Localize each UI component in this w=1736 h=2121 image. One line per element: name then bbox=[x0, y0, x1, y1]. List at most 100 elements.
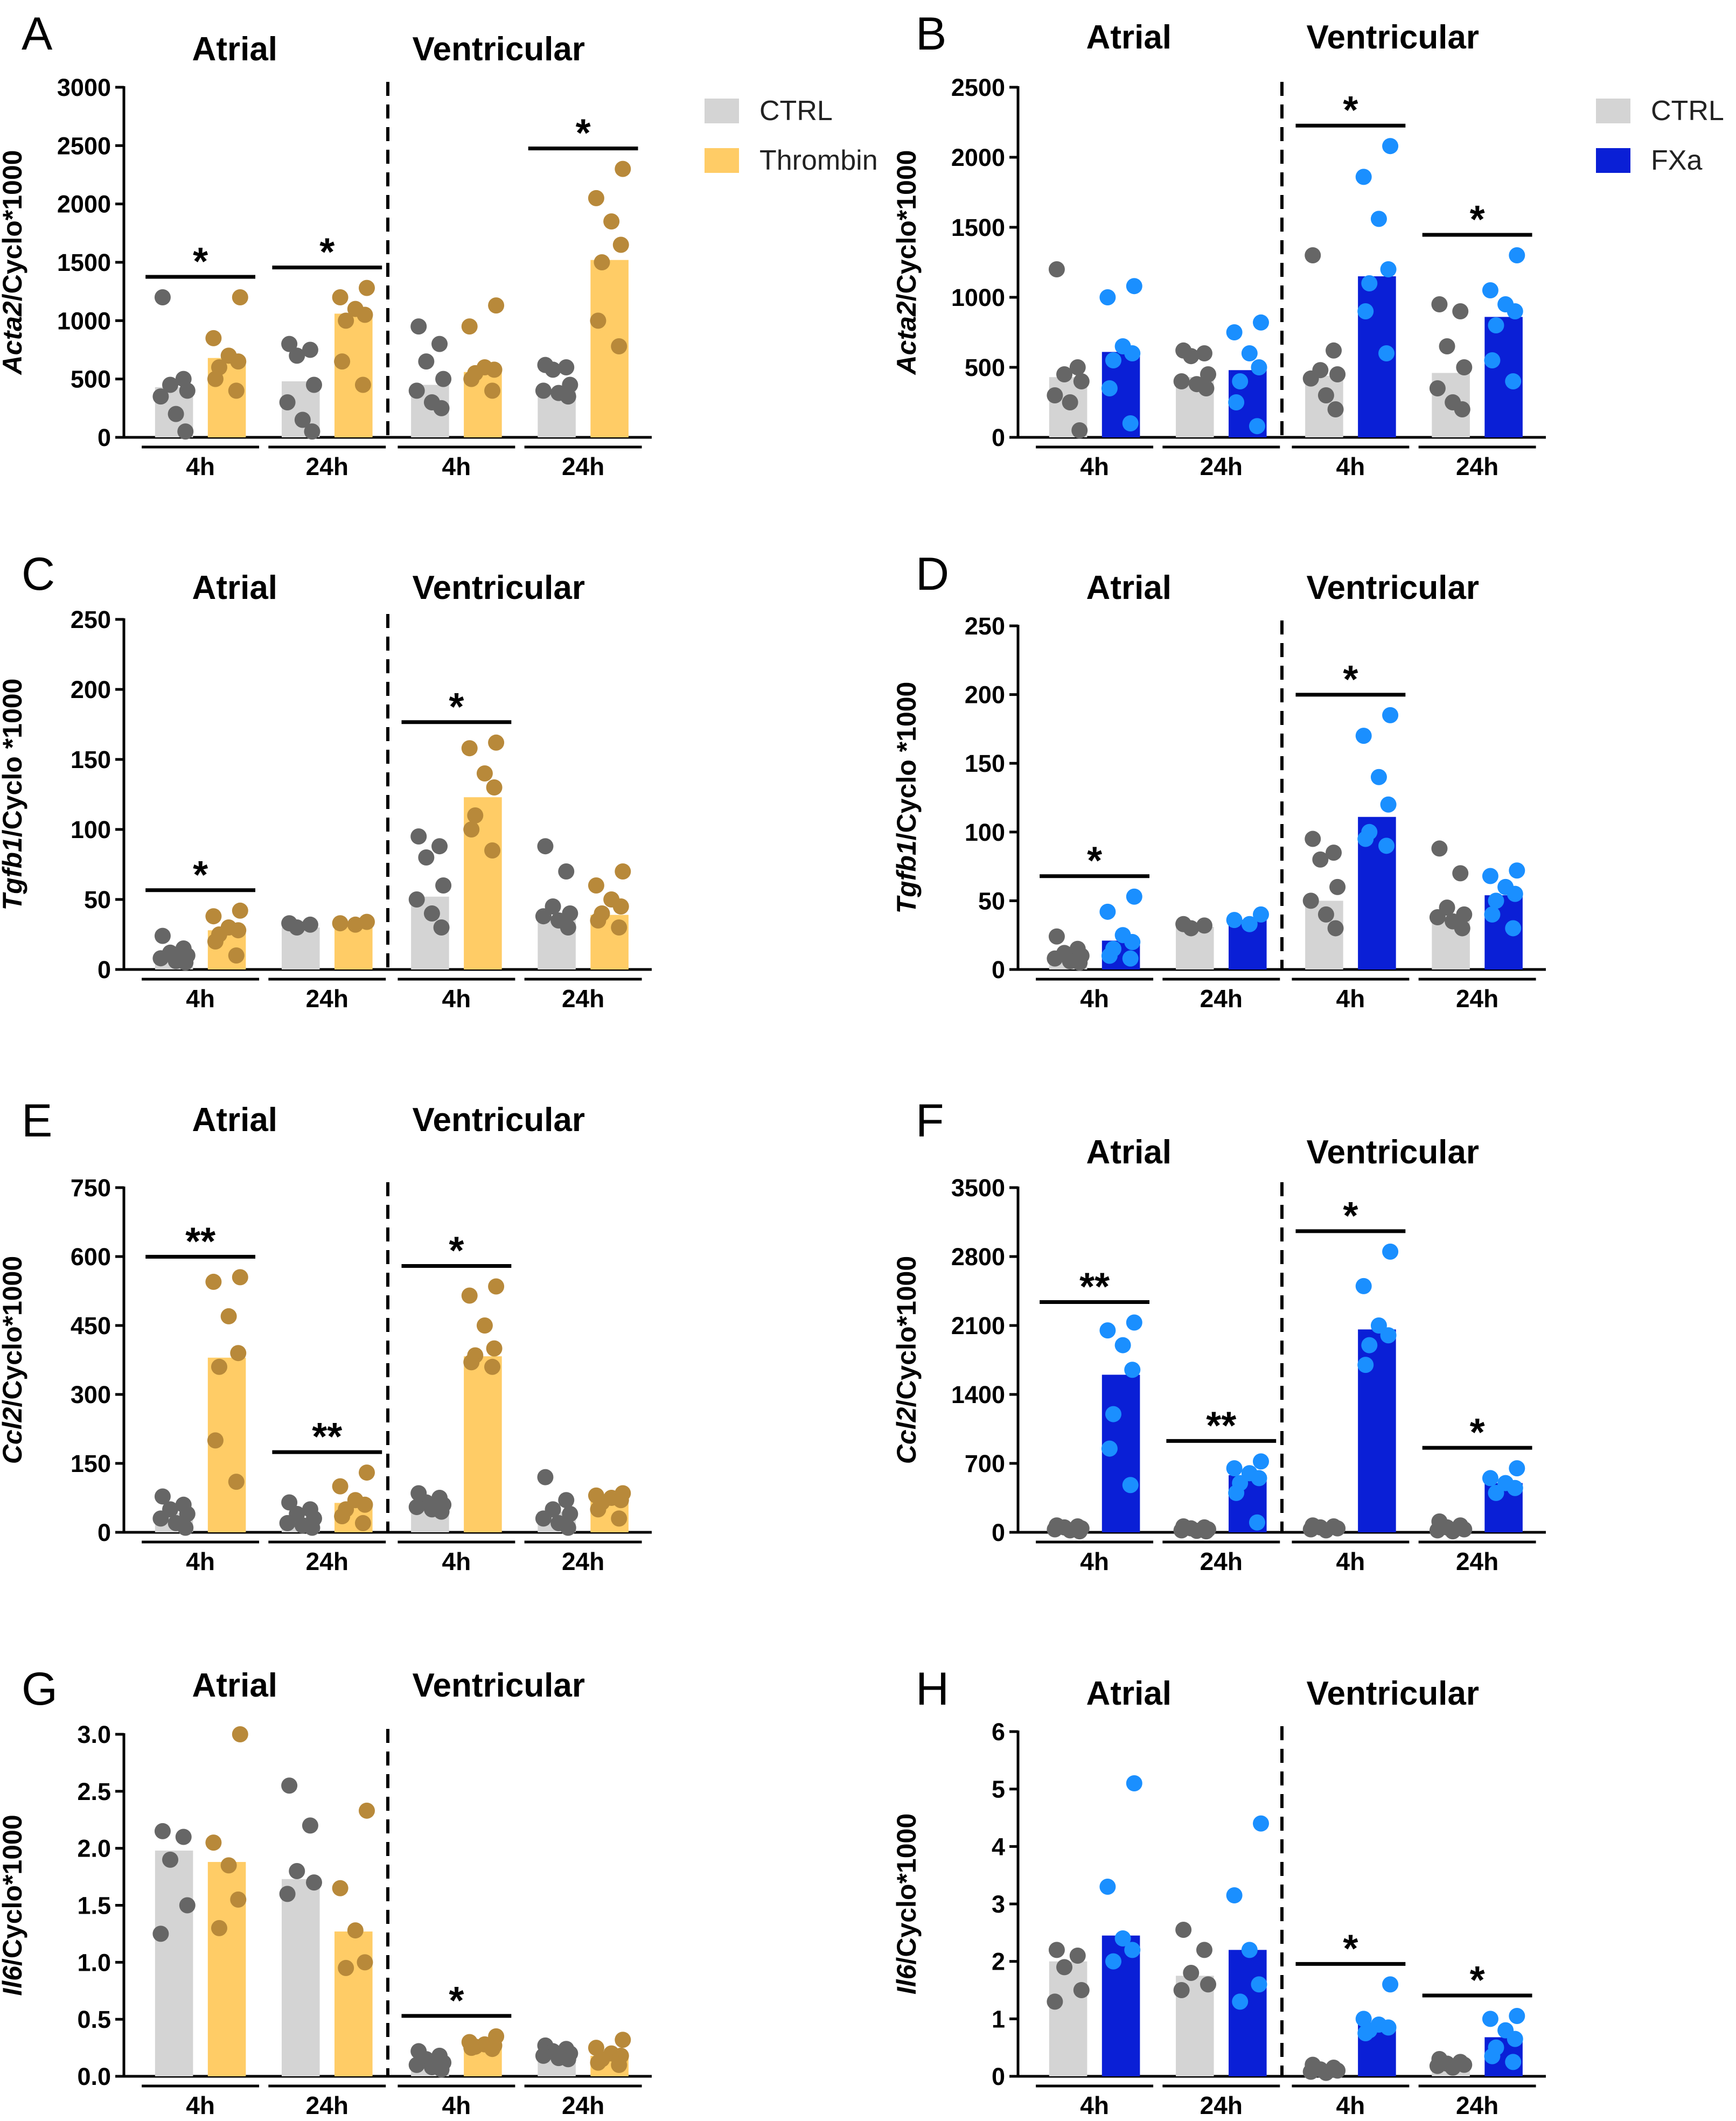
group-ventricular-4h: 4h * bbox=[398, 1979, 515, 2119]
point-thrombin bbox=[463, 821, 480, 838]
point-thrombin bbox=[211, 1358, 227, 1375]
point-fxa bbox=[1241, 916, 1258, 932]
point-ctrl bbox=[1431, 840, 1448, 857]
time-label: 4h bbox=[186, 2091, 215, 2119]
point-fxa bbox=[1355, 169, 1372, 185]
group-atrial-24h: 24h bbox=[268, 1777, 386, 2119]
point-ctrl bbox=[1196, 345, 1212, 361]
point-fxa bbox=[1226, 912, 1243, 929]
group-atrial-4h: 4h * bbox=[142, 854, 260, 1013]
point-fxa bbox=[1355, 1278, 1372, 1294]
y-axis-label-gene: Ccl2 bbox=[0, 1407, 27, 1464]
title-atrial: Atrial bbox=[192, 31, 277, 68]
group-ventricular-4h: 4h * bbox=[398, 686, 515, 1013]
point-thrombin bbox=[615, 161, 631, 177]
point-fxa bbox=[1228, 394, 1245, 410]
y-tick-label: 300 bbox=[71, 1381, 111, 1408]
y-tick-label: 3.0 bbox=[77, 1721, 111, 1748]
legend-label-thrombin: Thrombin bbox=[759, 145, 878, 176]
y-tick-label: 2000 bbox=[951, 144, 1005, 171]
point-ctrl bbox=[154, 1488, 171, 1505]
point-thrombin bbox=[463, 371, 480, 387]
point-ctrl bbox=[281, 336, 298, 352]
point-fxa bbox=[1126, 888, 1142, 905]
point-ctrl bbox=[152, 388, 169, 405]
point-thrombin bbox=[232, 1269, 248, 1286]
point-thrombin bbox=[334, 1508, 351, 1525]
point-thrombin bbox=[357, 1954, 373, 1971]
point-thrombin bbox=[354, 1515, 371, 1531]
point-ctrl bbox=[154, 927, 171, 944]
group-ventricular-24h: 24h bbox=[524, 1469, 642, 1575]
y-tick-label: 50 bbox=[84, 886, 111, 913]
sig-marker: * bbox=[1343, 1195, 1358, 1238]
point-ctrl bbox=[431, 336, 448, 352]
point-ctrl bbox=[1317, 387, 1334, 403]
group-atrial-24h: 24h * bbox=[268, 231, 386, 480]
point-thrombin bbox=[484, 382, 501, 399]
point-ctrl bbox=[558, 863, 575, 880]
y-axis-label-gene: Il6 bbox=[0, 1965, 27, 1996]
point-ctrl bbox=[1071, 422, 1088, 438]
point-thrombin bbox=[588, 190, 604, 206]
y-tick-label: 0 bbox=[97, 956, 111, 983]
point-ctrl bbox=[1071, 1523, 1088, 1540]
legend-swatch-ctrl bbox=[705, 99, 739, 123]
point-ctrl bbox=[423, 905, 440, 922]
point-ctrl bbox=[1047, 950, 1063, 967]
point-ctrl bbox=[1452, 303, 1469, 319]
point-fxa bbox=[1488, 317, 1504, 333]
y-tick-label: 2.5 bbox=[77, 1778, 111, 1805]
y-tick-label: 0 bbox=[97, 1519, 111, 1546]
point-ctrl bbox=[535, 908, 552, 925]
point-thrombin bbox=[486, 1340, 503, 1357]
time-label: 4h bbox=[1080, 452, 1109, 480]
point-fxa bbox=[1509, 247, 1525, 263]
y-tick-label: 0 bbox=[992, 956, 1005, 983]
point-ctrl bbox=[1429, 380, 1446, 396]
y-tick-label: 750 bbox=[71, 1174, 111, 1202]
point-thrombin bbox=[207, 371, 224, 387]
point-fxa bbox=[1380, 261, 1397, 277]
point-fxa bbox=[1482, 868, 1498, 884]
point-fxa bbox=[1488, 892, 1504, 909]
point-ctrl bbox=[1302, 370, 1319, 387]
point-ctrl bbox=[408, 1499, 425, 1516]
time-label: 24h bbox=[306, 985, 348, 1013]
point-fxa bbox=[1241, 1942, 1258, 1958]
point-ctrl bbox=[162, 376, 179, 393]
title-ventricular: Ventricular bbox=[413, 31, 585, 68]
time-label: 4h bbox=[442, 1547, 471, 1575]
point-ctrl bbox=[179, 1897, 196, 1914]
point-ctrl bbox=[1048, 261, 1065, 277]
group-atrial-24h: 24h bbox=[1162, 314, 1280, 480]
y-tick-label: 1 bbox=[992, 2005, 1005, 2033]
time-label: 24h bbox=[1200, 1547, 1243, 1575]
y-tick-label: 2800 bbox=[951, 1243, 1005, 1271]
point-thrombin bbox=[488, 734, 505, 751]
time-label: 24h bbox=[1456, 1547, 1498, 1575]
point-ctrl bbox=[537, 1469, 554, 1485]
point-fxa bbox=[1249, 1514, 1265, 1531]
point-thrombin bbox=[232, 902, 248, 919]
point-ctrl bbox=[168, 406, 184, 422]
panel-letter: E bbox=[22, 1095, 52, 1147]
y-tick-label: 200 bbox=[965, 681, 1005, 709]
y-axis-label: Tgfb1/Cyclo *1000 bbox=[891, 682, 922, 914]
y-axis-label-gene: Tgfb1 bbox=[891, 840, 922, 913]
point-fxa bbox=[1484, 2048, 1501, 2064]
y-tick-label: 1.5 bbox=[77, 1892, 111, 1920]
time-label: 4h bbox=[1336, 2091, 1365, 2119]
time-label: 24h bbox=[562, 2091, 604, 2119]
sig-marker: * bbox=[193, 854, 208, 897]
point-fxa bbox=[1507, 885, 1523, 902]
point-ctrl bbox=[1326, 342, 1342, 359]
time-label: 24h bbox=[562, 985, 604, 1013]
time-label: 24h bbox=[306, 2091, 348, 2119]
point-thrombin bbox=[230, 353, 247, 370]
panel-b: B Atrial Ventricular 0 500 1000 1500 2000 2500 Ac… bbox=[891, 8, 1546, 480]
point-thrombin bbox=[334, 353, 351, 370]
group-atrial-4h: 4h * bbox=[1036, 840, 1154, 1013]
point-thrombin bbox=[488, 297, 505, 314]
